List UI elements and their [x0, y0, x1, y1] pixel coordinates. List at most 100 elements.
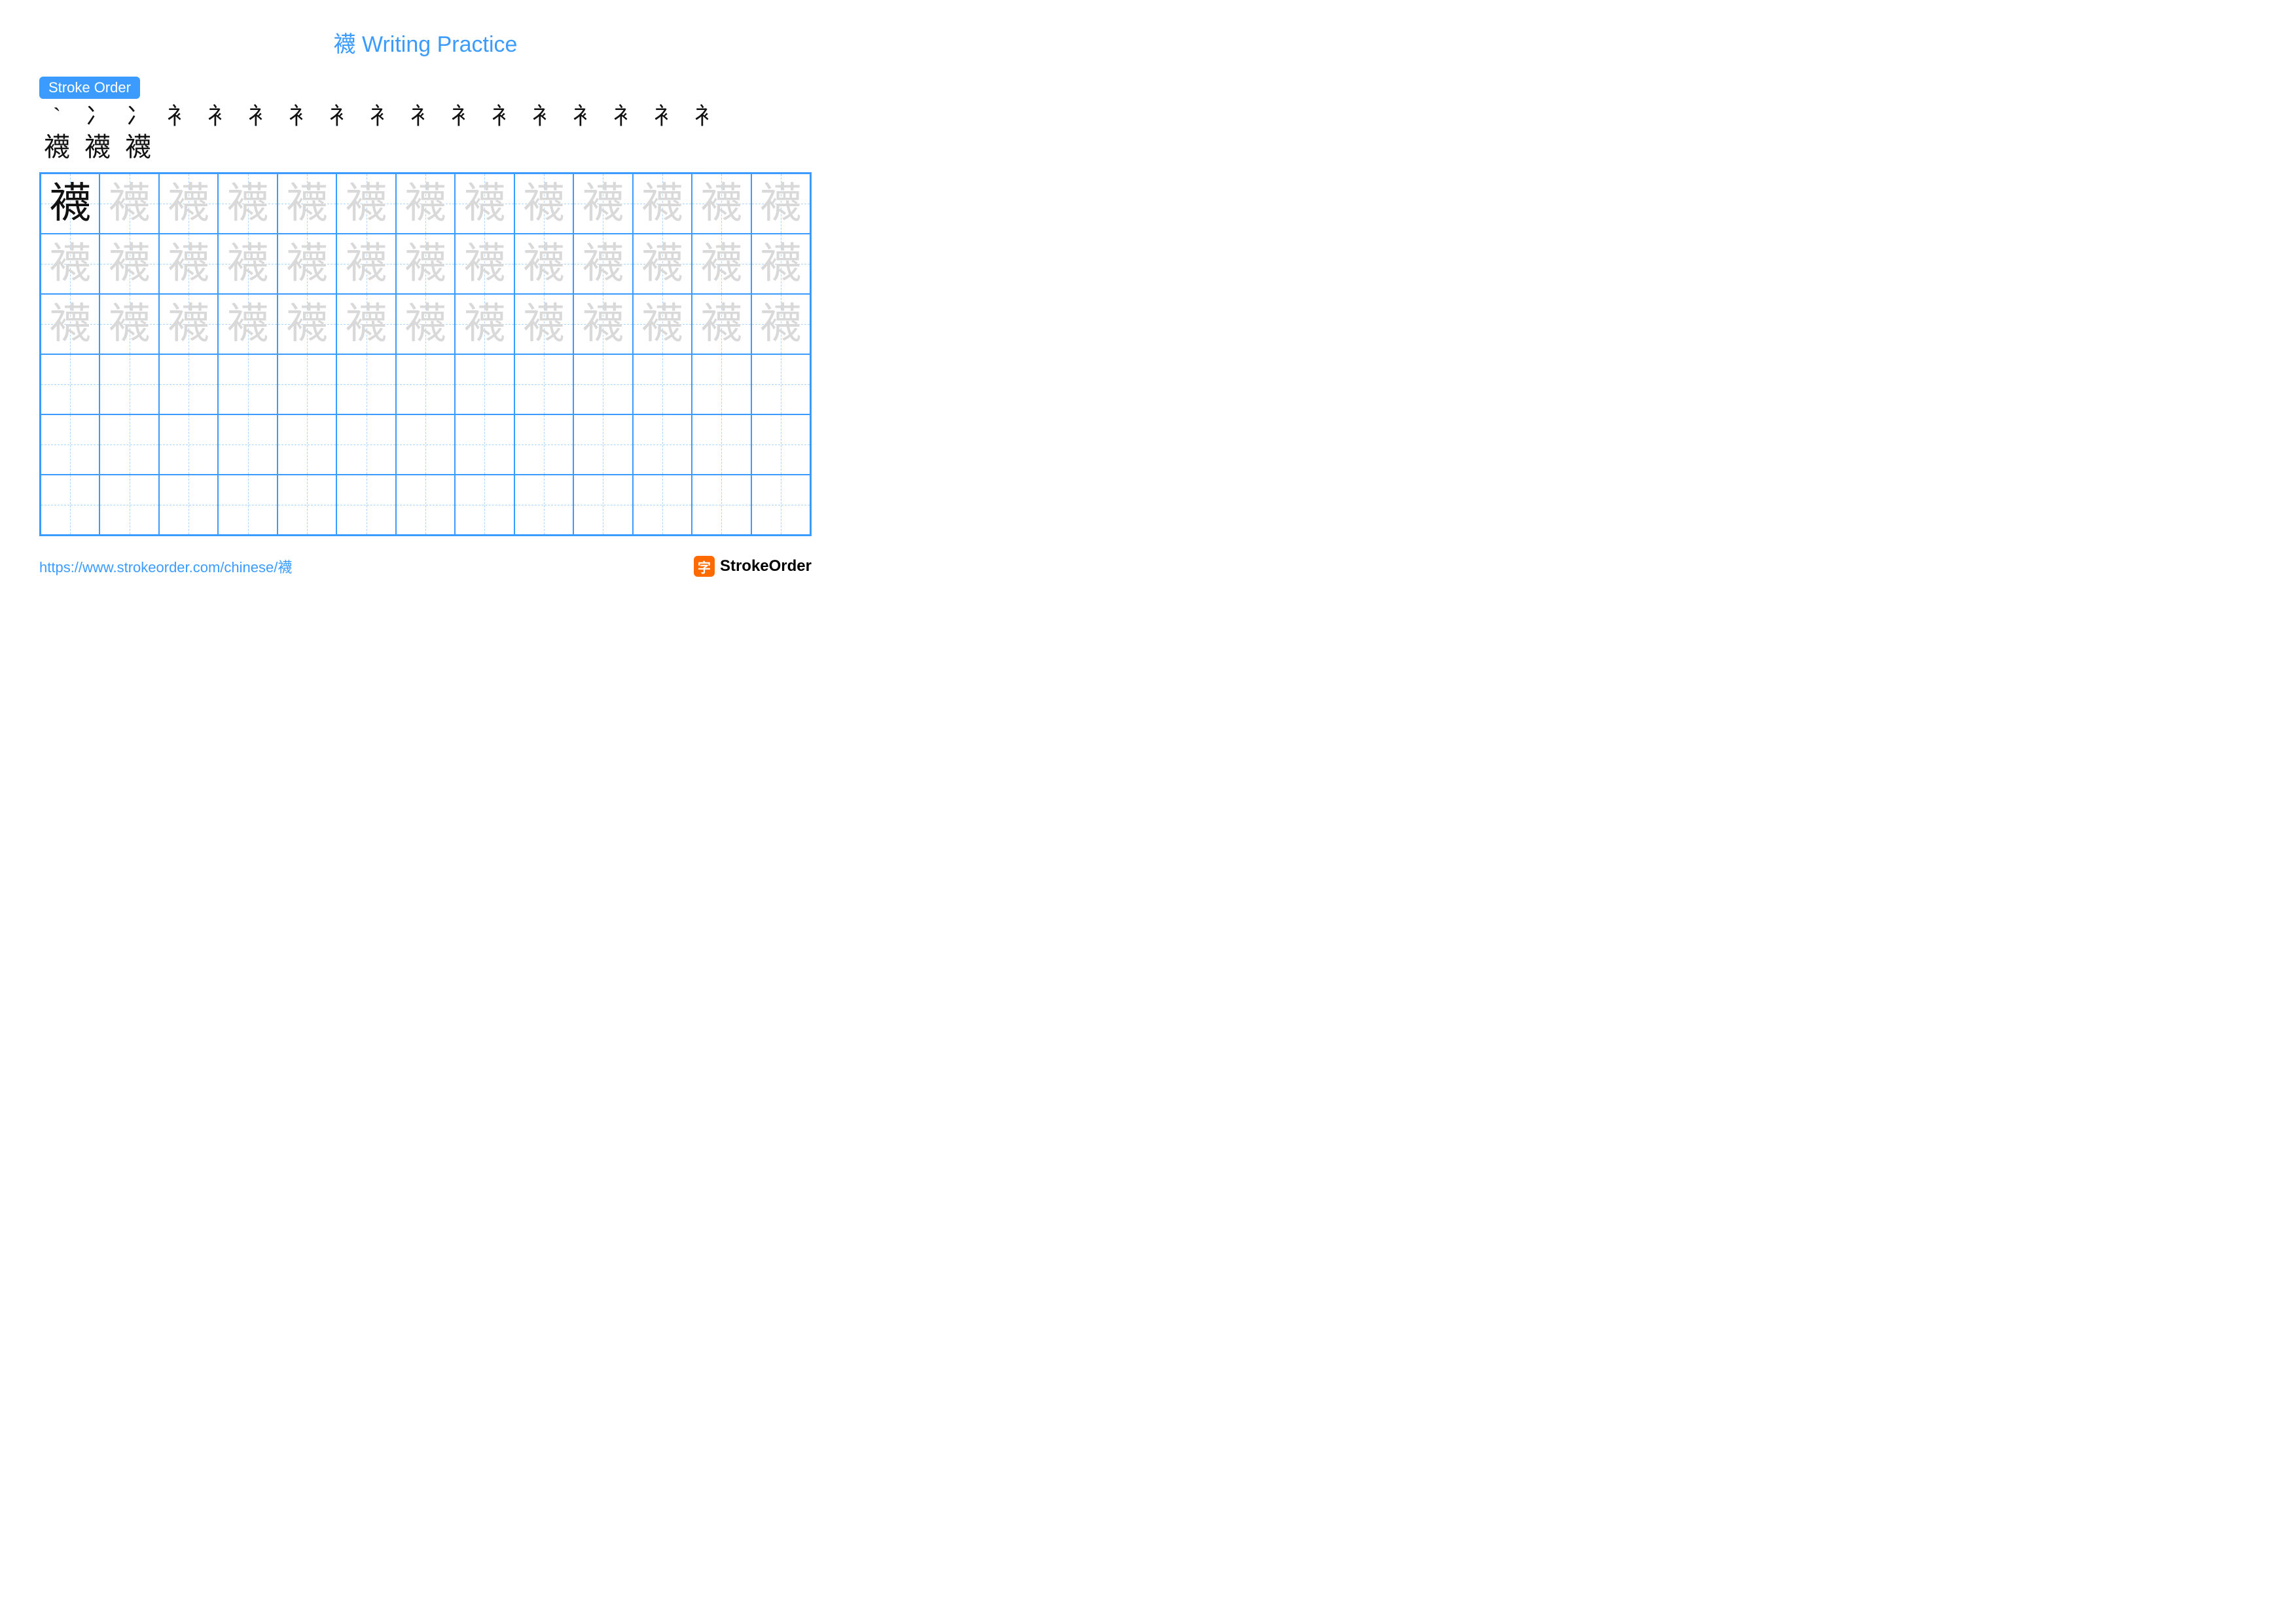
grid-cell: 襪	[159, 234, 218, 294]
grid-cell: 襪	[278, 294, 336, 354]
grid-cell: 襪	[99, 234, 158, 294]
stroke-step: 衤	[364, 104, 399, 128]
traced-char: 襪	[760, 303, 802, 345]
traced-char: 襪	[286, 303, 328, 345]
grid-cell: 襪	[751, 294, 810, 354]
traced-char: 襪	[109, 243, 151, 285]
stroke-step: 襪	[39, 134, 75, 160]
stroke-step: 衤	[161, 104, 196, 128]
grid-cell: 襪	[514, 173, 573, 234]
traced-char: 襪	[404, 183, 446, 225]
traced-char: 襪	[346, 243, 387, 285]
traced-char: 襪	[463, 183, 505, 225]
grid-cell	[573, 414, 632, 475]
stroke-step: 衤	[202, 104, 237, 128]
grid-cell: 襪	[218, 234, 277, 294]
grid-cell	[99, 354, 158, 414]
grid-cell	[159, 414, 218, 475]
traced-char: 襪	[700, 243, 742, 285]
stroke-step: 衤	[486, 104, 521, 128]
grid-cell	[633, 475, 692, 535]
grid-cell	[336, 354, 395, 414]
traced-char: 襪	[168, 183, 209, 225]
grid-cell: 襪	[573, 234, 632, 294]
traced-char: 襪	[404, 243, 446, 285]
traced-char: 襪	[641, 243, 683, 285]
stroke-order-row-2: 襪襪襪	[39, 134, 812, 160]
grid-cell	[99, 414, 158, 475]
stroke-step: 衤	[567, 104, 602, 128]
grid-cell	[336, 475, 395, 535]
grid-cell	[278, 354, 336, 414]
traced-char: 襪	[760, 243, 802, 285]
stroke-step: 衤	[323, 104, 359, 128]
traced-char: 襪	[168, 303, 209, 345]
stroke-step: 衤	[526, 104, 562, 128]
grid-cell: 襪	[396, 294, 455, 354]
grid-cell: 襪	[455, 234, 514, 294]
traced-char: 襪	[227, 183, 269, 225]
grid-cell: 襪	[692, 234, 751, 294]
grid-cell	[218, 475, 277, 535]
grid-cell	[218, 414, 277, 475]
grid-cell	[514, 475, 573, 535]
grid-cell	[218, 354, 277, 414]
grid-cell: 襪	[218, 294, 277, 354]
grid-cell	[633, 354, 692, 414]
stroke-step: 衤	[404, 104, 440, 128]
traced-char: 襪	[346, 303, 387, 345]
stroke-step: 衤	[648, 104, 683, 128]
source-url[interactable]: https://www.strokeorder.com/chinese/襪	[39, 556, 292, 577]
grid-cell	[41, 475, 99, 535]
grid-cell	[159, 475, 218, 535]
stroke-order-row-1: Stroke Order `冫冫衤衤衤衤衤衤衤衤衤衤衤衤衤衤	[39, 77, 812, 128]
grid-cell: 襪	[41, 294, 99, 354]
grid-cell	[633, 414, 692, 475]
grid-cell	[278, 414, 336, 475]
grid-cell	[514, 354, 573, 414]
grid-cell: 襪	[751, 173, 810, 234]
grid-cell	[396, 414, 455, 475]
traced-char: 襪	[463, 243, 505, 285]
traced-char: 襪	[168, 243, 209, 285]
grid-cell	[455, 354, 514, 414]
grid-cell: 襪	[455, 173, 514, 234]
page-title: 襪 Writing Practice	[39, 26, 812, 58]
grid-cell: 襪	[633, 294, 692, 354]
grid-cell: 襪	[41, 234, 99, 294]
stroke-step: 襪	[80, 134, 115, 160]
traced-char: 襪	[286, 183, 328, 225]
traced-char: 襪	[227, 303, 269, 345]
stroke-step: `	[39, 104, 75, 128]
grid-cell: 襪	[336, 173, 395, 234]
traced-char: 襪	[523, 243, 565, 285]
grid-cell	[396, 354, 455, 414]
grid-cell	[99, 475, 158, 535]
traced-char: 襪	[641, 183, 683, 225]
grid-cell: 襪	[692, 173, 751, 234]
stroke-step: 襪	[120, 134, 156, 160]
grid-cell: 襪	[633, 234, 692, 294]
traced-char: 襪	[463, 303, 505, 345]
stroke-step: 衤	[242, 104, 278, 128]
grid-cell	[692, 475, 751, 535]
brand-icon: 字	[694, 556, 715, 577]
grid-cell	[336, 414, 395, 475]
grid-cell	[396, 475, 455, 535]
traced-char: 襪	[582, 183, 624, 225]
stroke-step: 冫	[80, 104, 115, 128]
traced-char: 襪	[109, 303, 151, 345]
grid-cell: 襪	[278, 234, 336, 294]
brand-name: StrokeOrder	[720, 557, 812, 575]
grid-cell: 襪	[514, 294, 573, 354]
grid-cell: 襪	[159, 294, 218, 354]
grid-cell	[159, 354, 218, 414]
traced-char: 襪	[582, 243, 624, 285]
grid-cell: 襪	[692, 294, 751, 354]
grid-cell: 襪	[751, 234, 810, 294]
brand-logo: 字 StrokeOrder	[694, 556, 812, 577]
grid-cell	[514, 414, 573, 475]
grid-cell: 襪	[99, 294, 158, 354]
grid-cell: 襪	[396, 173, 455, 234]
grid-cell: 襪	[514, 234, 573, 294]
